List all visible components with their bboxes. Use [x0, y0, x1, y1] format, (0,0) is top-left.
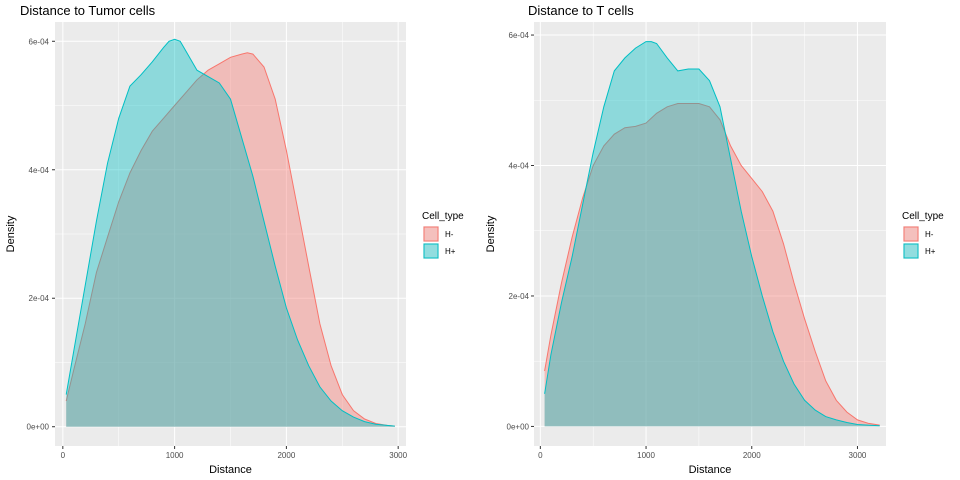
legend: Cell_type H- H+	[902, 211, 944, 259]
y-tick-label: 0e+00	[27, 423, 50, 432]
legend-label: H+	[925, 247, 936, 256]
y-tick-label: 2e-04	[29, 294, 50, 303]
legend-key-background	[903, 243, 919, 259]
legend-key-background	[903, 226, 919, 242]
legend-label: H-	[925, 230, 934, 239]
legend-key-background	[423, 243, 439, 259]
legend-label: H+	[445, 247, 456, 256]
panel-2: 0 1000 2000 3000 0e+00 2e-04 4e-04 6e-04 Distanc…	[485, 3, 944, 476]
x-tick-label: 2000	[277, 451, 295, 460]
chart-title: Distance to Tumor cells	[20, 3, 156, 18]
density-area-H+	[544, 41, 880, 427]
legend-key-background	[423, 226, 439, 242]
x-tick-label: 1000	[166, 451, 184, 460]
x-tick-label: 3000	[849, 451, 867, 460]
y-tick-label: 6e-04	[29, 37, 50, 46]
density-line-H+	[65, 38, 395, 427]
legend-swatch-H-	[903, 226, 919, 242]
density-line-H+	[544, 41, 880, 427]
x-tick-label: 2000	[743, 451, 761, 460]
x-tick-label: 3000	[389, 451, 407, 460]
x-tick-label: 0	[61, 451, 66, 460]
density-area-H-	[544, 103, 880, 427]
x-axis-title: Distance	[689, 464, 732, 476]
density-line-H-	[544, 103, 880, 426]
legend-title: Cell_type	[422, 211, 464, 222]
x-axis-title: Distance	[209, 464, 252, 476]
y-tick-label: 4e-04	[509, 162, 530, 171]
y-tick-label: 6e-04	[509, 31, 530, 40]
y-tick-label: 4e-04	[29, 166, 50, 175]
legend-swatch-H-	[423, 226, 439, 242]
chart-title: Distance to T cells	[528, 3, 634, 18]
legend-swatch-H+	[423, 243, 439, 259]
y-axis-title: Density	[5, 215, 17, 252]
x-tick-label: 0	[538, 451, 543, 460]
x-tick-label: 1000	[637, 451, 655, 460]
plot-panel-background	[534, 22, 886, 446]
density-line-H-	[65, 52, 395, 427]
density-area-H-	[66, 52, 395, 427]
y-axis-title: Density	[485, 215, 497, 252]
legend-label: H-	[445, 230, 454, 239]
legend: Cell_type H- H+	[422, 211, 464, 259]
y-tick-label: 2e-04	[509, 292, 530, 301]
legend-title: Cell_type	[902, 211, 944, 222]
panel-1: 0 1000 2000 3000 0e+00 2e-04 4e-04 6e-04 Distanc…	[5, 3, 464, 476]
legend-swatch-H+	[903, 243, 919, 259]
y-tick-label: 0e+00	[507, 422, 530, 431]
density-area-H+	[66, 39, 395, 427]
